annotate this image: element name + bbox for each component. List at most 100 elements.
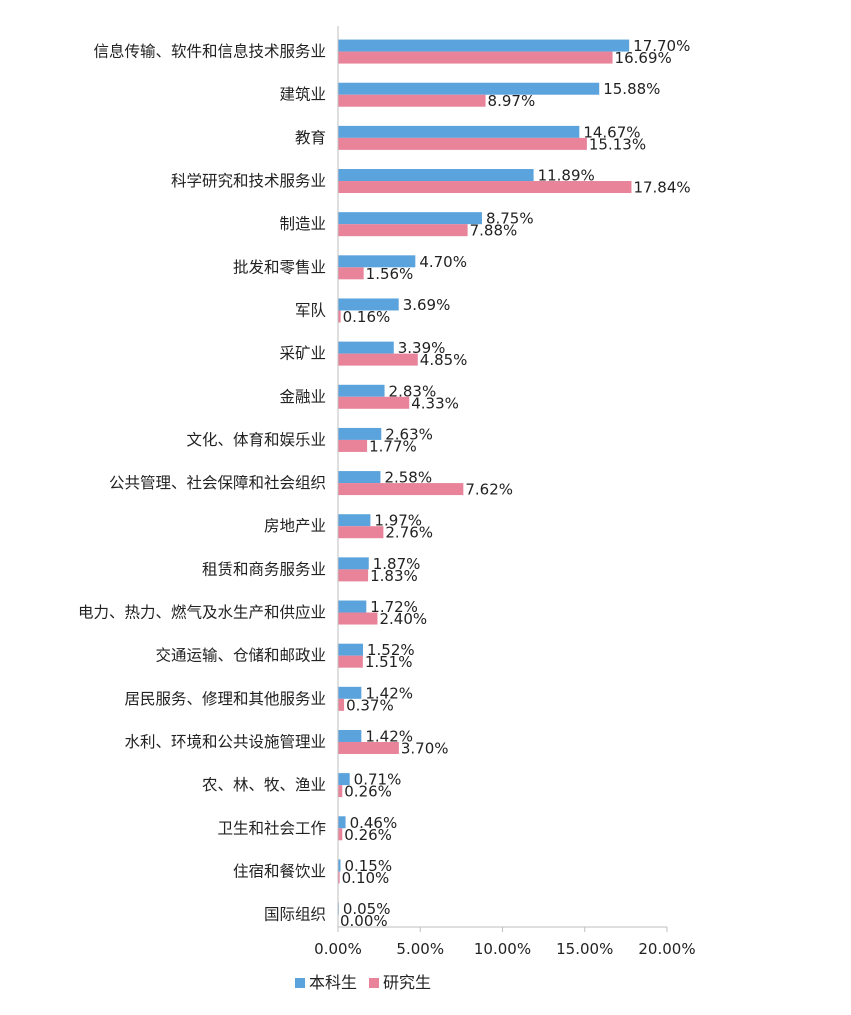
category-label: 农、林、牧、渔业	[202, 776, 326, 794]
value-label: 1.42%	[365, 684, 413, 702]
value-label: 11.89%	[538, 167, 595, 185]
value-label: 1.83%	[370, 567, 418, 585]
value-label: 8.97%	[488, 92, 536, 110]
x-tick-label: 15.00%	[556, 940, 613, 958]
bar-graduate	[338, 396, 410, 409]
bar-graduate	[338, 741, 399, 754]
value-label: 0.37%	[346, 696, 394, 714]
value-label: 1.52%	[367, 641, 415, 659]
bar-undergraduate	[338, 859, 341, 872]
category-label: 公共管理、社会保障和社会组织	[109, 474, 326, 492]
bar-graduate	[338, 526, 384, 539]
category-label: 科学研究和技术服务业	[171, 172, 326, 190]
bar-graduate	[338, 828, 343, 841]
value-label: 0.16%	[343, 308, 391, 326]
value-label: 0.26%	[344, 783, 392, 801]
value-label: 7.88%	[470, 222, 518, 240]
bar-graduate	[338, 698, 345, 711]
bar-undergraduate	[338, 125, 580, 138]
bar-graduate	[338, 224, 468, 237]
axes: 0.00% 5.00% 10.00% 15.00% 20.00%	[314, 26, 696, 958]
bar-undergraduate	[338, 384, 385, 397]
bar-undergraduate	[338, 600, 367, 613]
bar-graduate	[338, 310, 341, 323]
bar-undergraduate	[338, 686, 362, 699]
category-label: 居民服务、修理和其他服务业	[124, 690, 326, 708]
legend-label-graduate: 研究生	[383, 973, 431, 992]
bar-graduate	[338, 655, 363, 668]
value-label: 15.88%	[603, 80, 660, 98]
category-label: 文化、体育和娱乐业	[186, 431, 326, 449]
value-label: 15.13%	[589, 135, 646, 153]
value-label: 16.69%	[615, 49, 672, 67]
value-label: 0.46%	[350, 814, 398, 832]
value-label: 17.84%	[633, 179, 690, 197]
x-tick-label: 20.00%	[638, 940, 695, 958]
category-label: 卫生和社会工作	[217, 819, 326, 837]
bar-graduate	[338, 569, 369, 582]
category-label: 信息传输、软件和信息技术服务业	[93, 43, 326, 61]
bar-graduate	[338, 612, 378, 625]
bar-undergraduate	[338, 212, 482, 225]
value-label: 3.39%	[398, 339, 446, 357]
value-label: 2.63%	[385, 425, 433, 443]
category-label: 教育	[295, 129, 326, 147]
bar-graduate	[338, 51, 613, 64]
bar-graduate	[338, 353, 418, 366]
value-label: 0.10%	[342, 869, 390, 887]
bar-graduate	[338, 181, 632, 194]
bar-undergraduate	[338, 39, 630, 52]
category-label: 金融业	[279, 388, 326, 406]
category-label: 电力、热力、燃气及水生产和供应业	[78, 603, 326, 622]
value-label: 2.58%	[384, 469, 432, 487]
bar-graduate	[338, 483, 464, 496]
x-tick-label: 10.00%	[474, 940, 531, 958]
value-label: 4.85%	[420, 351, 468, 369]
value-label: 4.70%	[419, 253, 467, 271]
bar-undergraduate	[338, 557, 369, 570]
category-labels: 信息传输、软件和信息技术服务业建筑业教育科学研究和技术服务业制造业批发和零售业军…	[78, 43, 327, 924]
value-label: 0.00%	[340, 912, 388, 930]
bar-graduate	[338, 785, 343, 798]
value-label: 1.87%	[373, 555, 421, 573]
legend-swatch-undergraduate	[295, 978, 305, 988]
bar-undergraduate	[338, 341, 394, 354]
value-label: 4.33%	[411, 394, 459, 412]
category-label: 国际组织	[264, 906, 326, 924]
bar-undergraduate	[338, 471, 381, 484]
value-labels: 17.70%16.69% 15.88% 8.97% 14.67%15.13% 11.89…	[340, 37, 691, 930]
bar-undergraduate	[338, 427, 382, 440]
value-label: 2.76%	[385, 524, 433, 542]
bar-undergraduate	[338, 82, 600, 95]
bar-graduate	[338, 871, 340, 884]
bar-graduate	[338, 439, 368, 452]
value-label: 3.70%	[401, 739, 449, 757]
value-label: 14.67%	[583, 123, 640, 141]
category-label: 批发和零售业	[233, 258, 326, 276]
category-label: 建筑业	[279, 86, 326, 104]
value-label: 1.72%	[370, 598, 418, 616]
bar-undergraduate	[338, 514, 371, 527]
value-label: 1.97%	[374, 512, 422, 530]
bar-undergraduate	[338, 816, 346, 829]
bar-undergraduate	[338, 255, 416, 268]
bar-undergraduate	[338, 298, 399, 311]
value-label: 2.40%	[379, 610, 427, 628]
legend-swatch-graduate	[369, 978, 379, 988]
x-tick-label: 5.00%	[396, 940, 444, 958]
value-label: 1.77%	[369, 437, 417, 455]
bars	[338, 39, 632, 915]
value-label: 7.62%	[465, 481, 513, 499]
legend: 本科生 研究生	[295, 973, 431, 992]
bar-undergraduate	[338, 773, 350, 786]
category-label: 制造业	[279, 215, 326, 233]
category-label: 交通运输、仓储和邮政业	[155, 647, 326, 665]
bar-undergraduate	[338, 643, 364, 656]
bar-graduate	[338, 94, 486, 107]
value-label: 1.42%	[365, 727, 413, 745]
value-label: 17.70%	[633, 37, 690, 55]
category-label: 房地产业	[264, 517, 326, 535]
value-label: 0.71%	[354, 771, 402, 789]
bar-graduate	[338, 267, 364, 280]
